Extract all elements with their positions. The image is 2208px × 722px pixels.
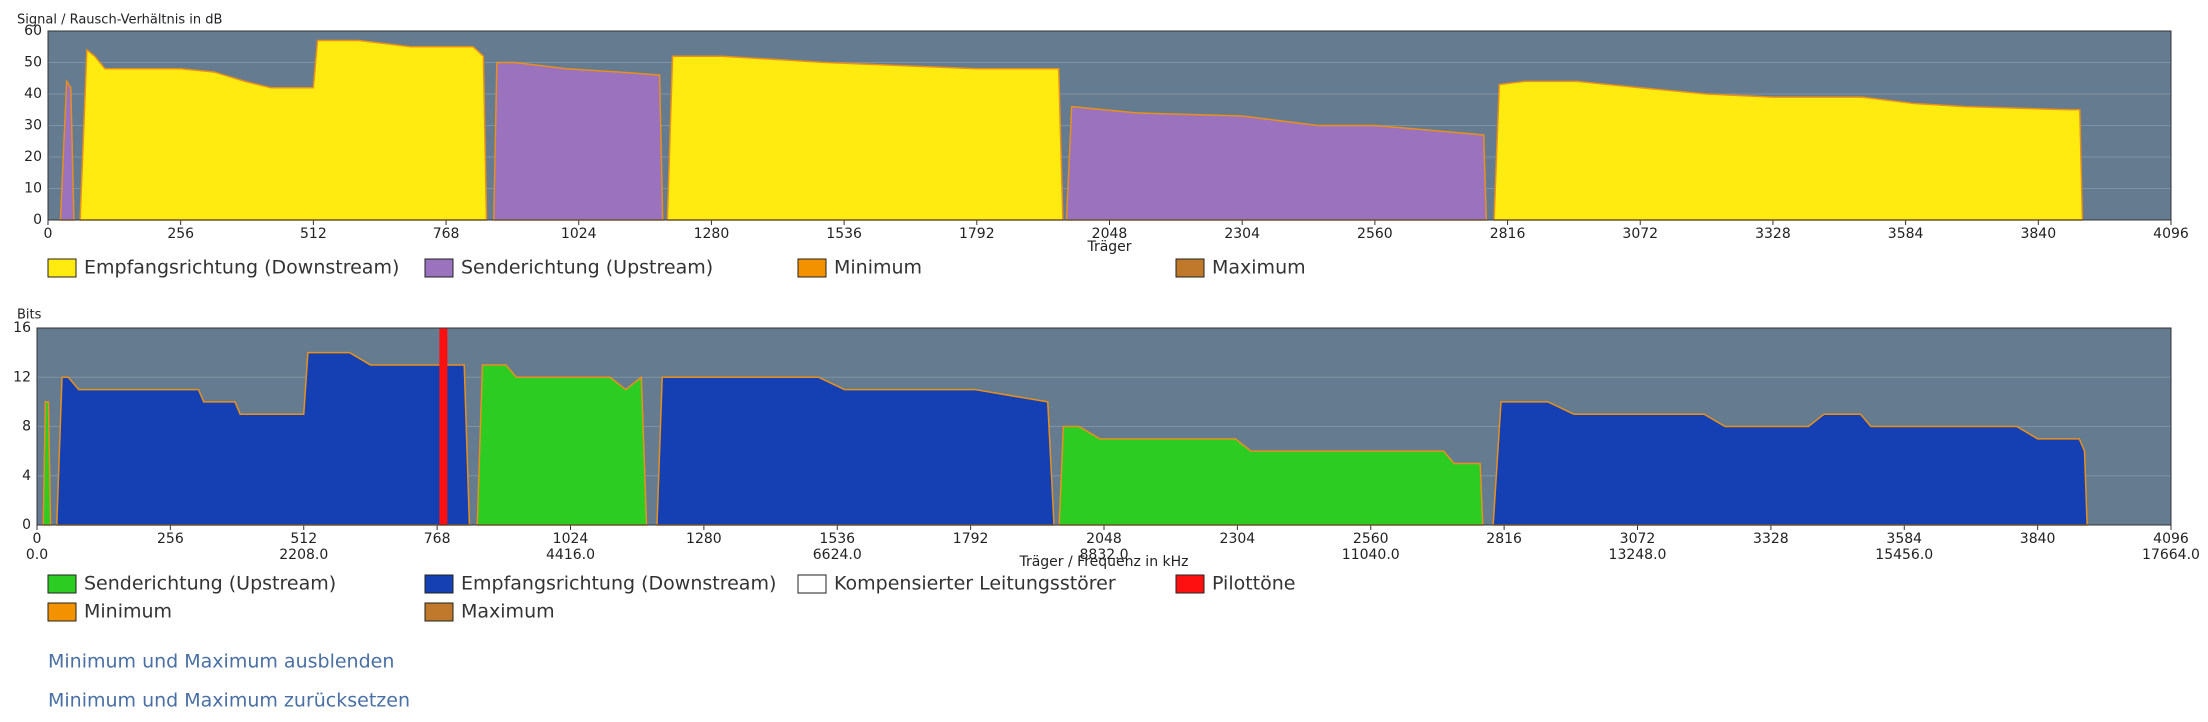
y-tick-label: 20 bbox=[24, 149, 42, 165]
legend-label: Pilottöne bbox=[1212, 573, 1295, 595]
legend-swatch bbox=[47, 258, 77, 278]
legend-label: Senderichtung (Upstream) bbox=[84, 573, 336, 595]
y-tick-label: 4 bbox=[22, 468, 31, 484]
x-tick-label: 1280 bbox=[694, 226, 730, 242]
x-tick-label: 3072 bbox=[1620, 531, 1656, 547]
legend-label: Minimum bbox=[84, 601, 172, 623]
y-tick-label: 60 bbox=[24, 23, 42, 39]
legend-label: Maximum bbox=[1212, 257, 1306, 279]
x-tick-label: 256 bbox=[167, 226, 194, 242]
x-tick-label: 1024 bbox=[561, 226, 597, 242]
legend-swatch bbox=[47, 602, 77, 622]
x2-tick-label: 17664.0 bbox=[2142, 547, 2200, 563]
y-tick-label: 50 bbox=[24, 55, 42, 71]
x-tick-label: 1024 bbox=[553, 531, 589, 547]
x-tick-label: 3840 bbox=[2020, 531, 2056, 547]
x-tick-label: 1280 bbox=[686, 531, 722, 547]
legend-swatch bbox=[424, 574, 454, 594]
x-tick-label: 768 bbox=[424, 531, 451, 547]
y-tick-label: 30 bbox=[24, 118, 42, 134]
x-tick-label: 2560 bbox=[1353, 531, 1389, 547]
x-tick-label: 2304 bbox=[1220, 531, 1256, 547]
legend-swatch bbox=[797, 258, 827, 278]
x-tick-label: 4096 bbox=[2153, 226, 2189, 242]
legend-swatch bbox=[1175, 258, 1205, 278]
x-tick-label: 2816 bbox=[1490, 226, 1526, 242]
x2-tick-label: 0.0 bbox=[26, 547, 48, 563]
x2-tick-label: 2208.0 bbox=[279, 547, 328, 563]
legend-label: Kompensierter Leitungsstörer bbox=[834, 573, 1116, 595]
legend-swatch bbox=[47, 574, 77, 594]
legend-label: Empfangsrichtung (Downstream) bbox=[84, 257, 399, 279]
y-tick-label: 12 bbox=[13, 369, 31, 385]
x-tick-label: 3072 bbox=[1622, 226, 1658, 242]
plot-frame bbox=[36, 327, 2172, 526]
legend-label: Empfangsrichtung (Downstream) bbox=[461, 573, 776, 595]
x-tick-label: 2048 bbox=[1086, 531, 1122, 547]
legend-label: Senderichtung (Upstream) bbox=[461, 257, 713, 279]
legend-label: Minimum bbox=[834, 257, 922, 279]
x2-tick-label: 15456.0 bbox=[1875, 547, 1933, 563]
x-tick-label: 0 bbox=[33, 531, 42, 547]
x2-tick-label: 8832.0 bbox=[1080, 547, 1129, 563]
legend-swatch bbox=[424, 602, 454, 622]
pilot-tone bbox=[439, 328, 448, 525]
legend-swatch bbox=[424, 258, 454, 278]
y-tick-label: 0 bbox=[33, 212, 42, 228]
x-tick-label: 512 bbox=[300, 226, 327, 242]
x-tick-label: 2560 bbox=[1357, 226, 1393, 242]
x-tick-label: 512 bbox=[290, 531, 317, 547]
x2-tick-label: 13248.0 bbox=[1609, 547, 1667, 563]
x-tick-label: 1792 bbox=[953, 531, 989, 547]
x-tick-label: 0 bbox=[44, 226, 53, 242]
plot-frame bbox=[47, 30, 2172, 221]
x-tick-label: 3328 bbox=[1755, 226, 1791, 242]
x2-tick-label: 6624.0 bbox=[813, 547, 862, 563]
link[interactable]: Minimum und Maximum zurücksetzen bbox=[48, 690, 410, 712]
x-axis-label: Träger bbox=[1086, 239, 1131, 255]
y-tick-label: 10 bbox=[24, 181, 42, 197]
x-tick-label: 3584 bbox=[1886, 531, 1922, 547]
x-tick-label: 2048 bbox=[1092, 226, 1128, 242]
x-tick-label: 1536 bbox=[819, 531, 855, 547]
x-tick-label: 1536 bbox=[826, 226, 862, 242]
chart-title: Signal / Rausch-Verhältnis in dB bbox=[17, 13, 222, 28]
x-tick-label: 4096 bbox=[2153, 531, 2189, 547]
x-tick-label: 768 bbox=[433, 226, 460, 242]
y-tick-label: 40 bbox=[24, 86, 42, 102]
legend-swatch bbox=[1175, 574, 1205, 594]
x-tick-label: 3328 bbox=[1753, 531, 1789, 547]
link[interactable]: Minimum und Maximum ausblenden bbox=[48, 651, 394, 673]
x-tick-label: 3840 bbox=[2020, 226, 2056, 242]
x2-tick-label: 11040.0 bbox=[1342, 547, 1400, 563]
chart-title: Bits bbox=[17, 308, 42, 323]
y-tick-label: 0 bbox=[22, 517, 31, 533]
x-tick-label: 2816 bbox=[1486, 531, 1522, 547]
legend-swatch bbox=[797, 574, 827, 594]
area-series bbox=[79, 39, 2084, 221]
x-tick-label: 2304 bbox=[1224, 226, 1260, 242]
y-tick-label: 16 bbox=[13, 320, 31, 336]
y-tick-label: 8 bbox=[22, 419, 31, 435]
x-tick-label: 256 bbox=[157, 531, 184, 547]
x2-tick-label: 4416.0 bbox=[546, 547, 595, 563]
x-axis-label: Träger / Frequenz in kHz bbox=[1018, 554, 1188, 570]
x-tick-label: 3584 bbox=[1888, 226, 1924, 242]
legend-label: Maximum bbox=[461, 601, 555, 623]
x-tick-label: 1792 bbox=[959, 226, 995, 242]
